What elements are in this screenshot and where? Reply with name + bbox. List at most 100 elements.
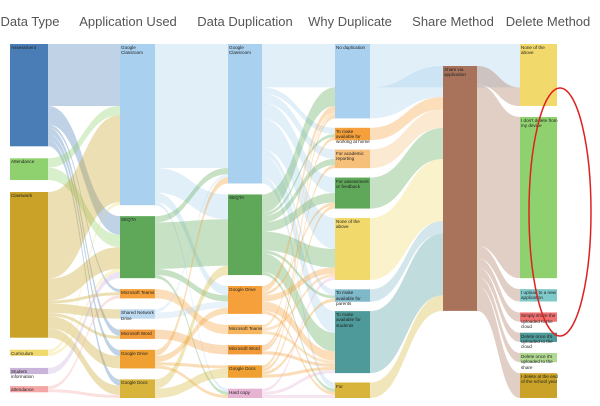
node-label: Microsoft Teams <box>229 325 263 331</box>
node-label-box: Microsoft Teams <box>229 325 263 331</box>
node-label-box: I don't delete from my device <box>521 118 558 128</box>
node-label: Hard copy <box>229 389 250 395</box>
flow-link <box>48 106 120 168</box>
node-label: None of the above <box>521 45 545 56</box>
flow-link <box>48 268 120 356</box>
column-header: Delete Method <box>506 14 591 29</box>
node-label: To make available for parents <box>336 290 361 306</box>
node <box>228 324 262 335</box>
flow-link <box>155 202 228 392</box>
flow-link <box>262 158 335 223</box>
flow-link <box>370 128 443 209</box>
flow-link <box>155 44 228 168</box>
node-label: Delete once it's uploaded to the share <box>521 353 553 370</box>
flow-link <box>262 298 335 375</box>
node <box>228 365 262 378</box>
flow-link <box>155 177 228 357</box>
flow-link <box>155 174 228 313</box>
node-label: To make available for students <box>336 312 361 328</box>
node <box>120 289 155 299</box>
node <box>520 116 557 279</box>
flow-link <box>262 87 335 214</box>
flow-link <box>262 366 335 378</box>
node <box>120 329 155 339</box>
node <box>520 352 557 363</box>
column-header: Share Method <box>412 14 494 29</box>
node-label-box: To make available for working at home <box>336 129 370 145</box>
flow-link <box>48 295 120 390</box>
flow-link <box>155 219 228 269</box>
node <box>335 311 370 374</box>
node-label-box: Attendance <box>11 159 34 164</box>
node-label: Student information <box>11 368 34 380</box>
flow-link <box>370 159 443 280</box>
node-label-box: Share via application <box>444 67 466 77</box>
node-label-box: For assessment or feedback <box>336 178 369 189</box>
flow-link <box>155 168 228 220</box>
column-header: Data Duplication <box>197 14 292 29</box>
flow-link <box>262 231 335 268</box>
flow-link <box>262 193 335 232</box>
flow-link <box>262 87 335 134</box>
flow-link <box>262 165 335 352</box>
node <box>10 367 48 375</box>
flow-link <box>155 268 228 302</box>
flow-link <box>155 362 228 369</box>
flow-link <box>262 205 335 372</box>
node <box>335 177 370 209</box>
node-label-box: Google Drive <box>229 287 256 292</box>
node-label: I upload to a new application <box>521 290 556 301</box>
node-label-box: Microsoft Word <box>121 331 152 336</box>
flow-link <box>477 286 520 398</box>
node-label: Google Docs <box>121 380 148 386</box>
node-label: For academic reporting <box>336 150 364 161</box>
flow-link <box>370 295 443 398</box>
node-label: Shared Network Drive <box>121 310 154 321</box>
node-label-box: No duplication <box>336 45 366 50</box>
flow-link <box>262 301 335 361</box>
highlight-ellipse <box>528 87 592 337</box>
flow-link <box>155 365 228 398</box>
node-label-box: Google Docs <box>229 366 256 371</box>
links <box>48 44 520 398</box>
flow-link <box>370 109 443 169</box>
flow-link <box>262 370 335 395</box>
node <box>120 44 155 206</box>
node-label: Simply share the uploaded to the cloud <box>521 313 556 329</box>
flow-link <box>370 66 443 119</box>
node-label-box: Delete once it's uploaded to the cloud <box>521 333 553 350</box>
flow-link <box>48 389 120 398</box>
flow-link <box>262 331 335 364</box>
flow-link <box>370 44 520 88</box>
node <box>10 44 48 147</box>
node-label: For assessment or feedback <box>336 178 369 189</box>
node-label: No duplication <box>336 45 366 50</box>
node-label: Delete once it's uploaded to the cloud <box>521 333 553 350</box>
flow-link <box>262 118 335 249</box>
flow-link <box>262 394 335 398</box>
node <box>228 388 262 398</box>
column-header: Why Duplicate <box>308 14 392 29</box>
node-label-box: SEQTA <box>229 195 244 200</box>
node-label: Microsoft Word <box>229 346 260 352</box>
node-label-box: I upload to a new application <box>521 290 556 301</box>
node <box>228 345 262 355</box>
flow-link <box>262 250 335 299</box>
flow-link <box>370 233 443 374</box>
node-label-box: Google Classroom <box>229 45 251 55</box>
node <box>335 127 370 141</box>
flow-link <box>262 253 335 352</box>
flow-link <box>155 265 228 389</box>
node-label: attendance <box>11 387 34 393</box>
flow-link <box>48 247 120 301</box>
flow-link <box>477 245 520 302</box>
node-label-box: Student information <box>11 368 34 380</box>
flow-link <box>48 133 120 357</box>
flow-link <box>477 267 520 342</box>
node-label: SEQTA <box>121 217 137 223</box>
flow-link <box>262 149 335 296</box>
node-label: Google Classroom <box>121 45 143 56</box>
flow-link <box>262 44 335 88</box>
flow-link <box>262 273 335 332</box>
flow-link <box>262 106 335 293</box>
